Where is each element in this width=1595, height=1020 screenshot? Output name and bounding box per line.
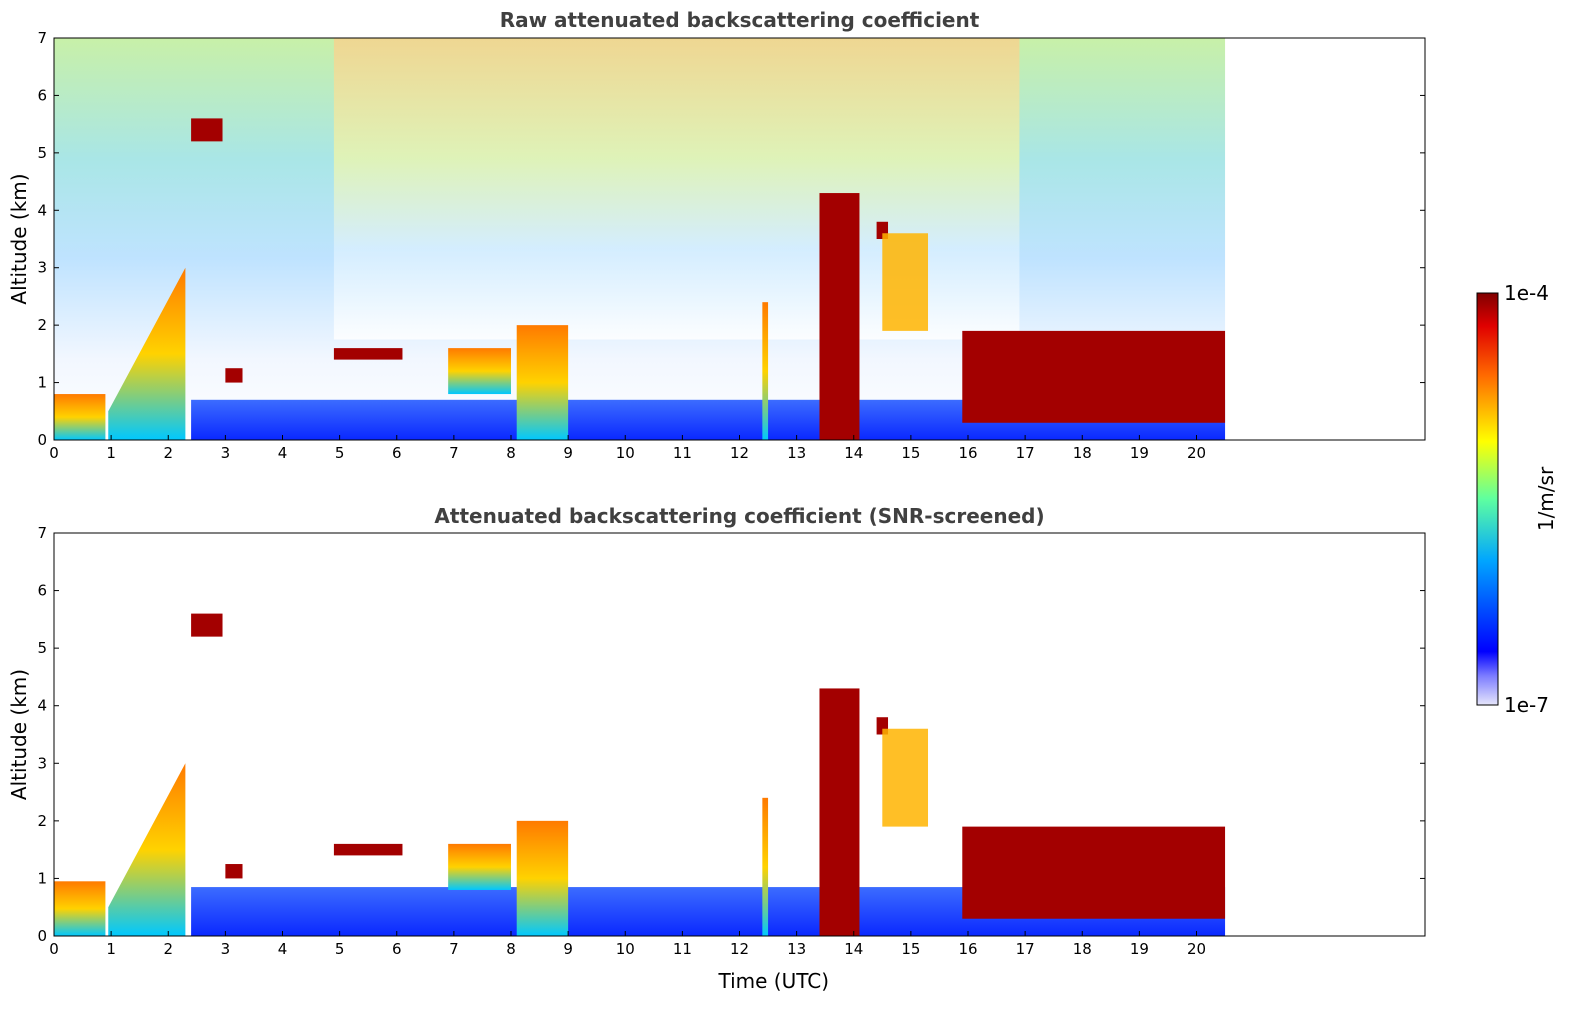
- cloud-feature: [54, 881, 106, 936]
- x-tick-label: 16: [958, 444, 977, 462]
- x-tick-label: 14: [844, 940, 863, 958]
- x-tick-label: 6: [392, 940, 402, 958]
- y-tick-label: 7: [37, 524, 47, 542]
- y-tick-label: 6: [37, 86, 47, 104]
- x-tick-label: 18: [1073, 444, 1092, 462]
- cloud-feature: [962, 826, 1226, 919]
- y-tick-label: 1: [37, 869, 47, 887]
- cloud-feature: [333, 348, 403, 360]
- y-tick-label: 5: [37, 639, 47, 657]
- colorbar-min-label: 1e-7: [1504, 693, 1549, 717]
- x-tick-label: 5: [335, 940, 345, 958]
- x-tick-label: 13: [787, 444, 806, 462]
- x-tick-label: 8: [506, 444, 516, 462]
- x-tick-label: 17: [1016, 444, 1035, 462]
- x-tick-label: 16: [958, 940, 977, 958]
- y-tick-label: 0: [37, 431, 47, 449]
- cloud-feature: [876, 221, 889, 239]
- cloud-feature: [191, 118, 223, 142]
- colorbar-gradient: [1476, 292, 1499, 706]
- cloud-feature: [448, 843, 511, 890]
- y-tick-label: 0: [37, 927, 47, 945]
- cloud-feature: [762, 797, 769, 936]
- x-axis-label: Time (UTC): [717, 969, 829, 993]
- raw-backscatter-panel: Raw attenuated backscattering coefficien…: [7, 8, 1426, 462]
- x-tick-label: 1: [106, 444, 116, 462]
- cloud-feature: [876, 717, 889, 735]
- y-tick-label: 3: [37, 259, 47, 277]
- x-tick-label: 13: [787, 940, 806, 958]
- x-tick-label: 2: [163, 940, 173, 958]
- x-tick-label: 1: [106, 940, 116, 958]
- x-tick-label: 11: [673, 444, 692, 462]
- y-axis-label: Altitude (km): [7, 669, 31, 800]
- cloud-feature: [516, 820, 569, 936]
- snr-screened-backscatter-panel: Attenuated backscattering coefficient (S…: [7, 504, 1426, 993]
- cloud-feature: [762, 302, 769, 440]
- x-tick-label: 6: [392, 444, 402, 462]
- x-tick-label: 9: [563, 444, 573, 462]
- y-tick-label: 1: [37, 374, 47, 392]
- y-axis-label: Altitude (km): [7, 173, 31, 304]
- cloud-feature: [333, 843, 403, 856]
- x-tick-label: 17: [1016, 940, 1035, 958]
- x-tick-label: 12: [730, 940, 749, 958]
- x-tick-label: 2: [163, 444, 173, 462]
- chart-title: Raw attenuated backscattering coefficien…: [500, 8, 980, 32]
- cloud-feature: [225, 368, 243, 383]
- x-tick-label: 15: [901, 444, 920, 462]
- x-tick-label: 0: [49, 444, 59, 462]
- colorbar-max-label: 1e-4: [1504, 281, 1549, 305]
- cloud-feature: [108, 267, 186, 440]
- cloud-feature: [819, 688, 860, 936]
- x-tick-label: 7: [449, 940, 459, 958]
- x-tick-label: 5: [335, 444, 345, 462]
- x-tick-label: 18: [1073, 940, 1092, 958]
- colorbar: 1e-4 1e-7 1/m/sr: [1476, 281, 1558, 717]
- y-tick-label: 2: [37, 316, 47, 334]
- cloud-feature: [882, 233, 929, 331]
- cloud-feature: [882, 728, 929, 827]
- y-tick-label: 3: [37, 754, 47, 772]
- y-tick-label: 4: [37, 201, 47, 219]
- x-tick-label: 3: [221, 444, 231, 462]
- x-tick-label: 19: [1130, 940, 1149, 958]
- x-tick-label: 4: [278, 940, 288, 958]
- cloud-feature: [819, 193, 860, 440]
- x-tick-label: 3: [221, 940, 231, 958]
- cloud-feature: [516, 325, 569, 440]
- y-tick-label: 2: [37, 812, 47, 830]
- y-tick-label: 6: [37, 582, 47, 600]
- x-tick-label: 4: [278, 444, 288, 462]
- x-tick-label: 11: [673, 940, 692, 958]
- cloud-feature: [962, 330, 1226, 423]
- x-tick-label: 20: [1187, 444, 1206, 462]
- x-tick-label: 0: [49, 940, 59, 958]
- x-tick-label: 10: [616, 940, 635, 958]
- x-tick-label: 10: [616, 444, 635, 462]
- chart-title: Attenuated backscattering coefficient (S…: [434, 504, 1044, 528]
- x-tick-label: 8: [506, 940, 516, 958]
- cloud-feature: [54, 394, 106, 440]
- x-tick-label: 20: [1187, 940, 1206, 958]
- x-tick-label: 12: [730, 444, 749, 462]
- cloud-feature: [225, 864, 243, 879]
- cloud-feature: [191, 613, 223, 637]
- cloud-feature: [448, 348, 511, 395]
- y-tick-label: 7: [37, 29, 47, 47]
- y-tick-label: 4: [37, 697, 47, 715]
- x-tick-label: 14: [844, 444, 863, 462]
- y-tick-label: 5: [37, 144, 47, 162]
- x-tick-label: 9: [563, 940, 573, 958]
- cloud-feature: [108, 763, 186, 936]
- x-tick-label: 7: [449, 444, 459, 462]
- x-tick-label: 15: [901, 940, 920, 958]
- colorbar-unit-label: 1/m/sr: [1534, 466, 1558, 531]
- x-tick-label: 19: [1130, 444, 1149, 462]
